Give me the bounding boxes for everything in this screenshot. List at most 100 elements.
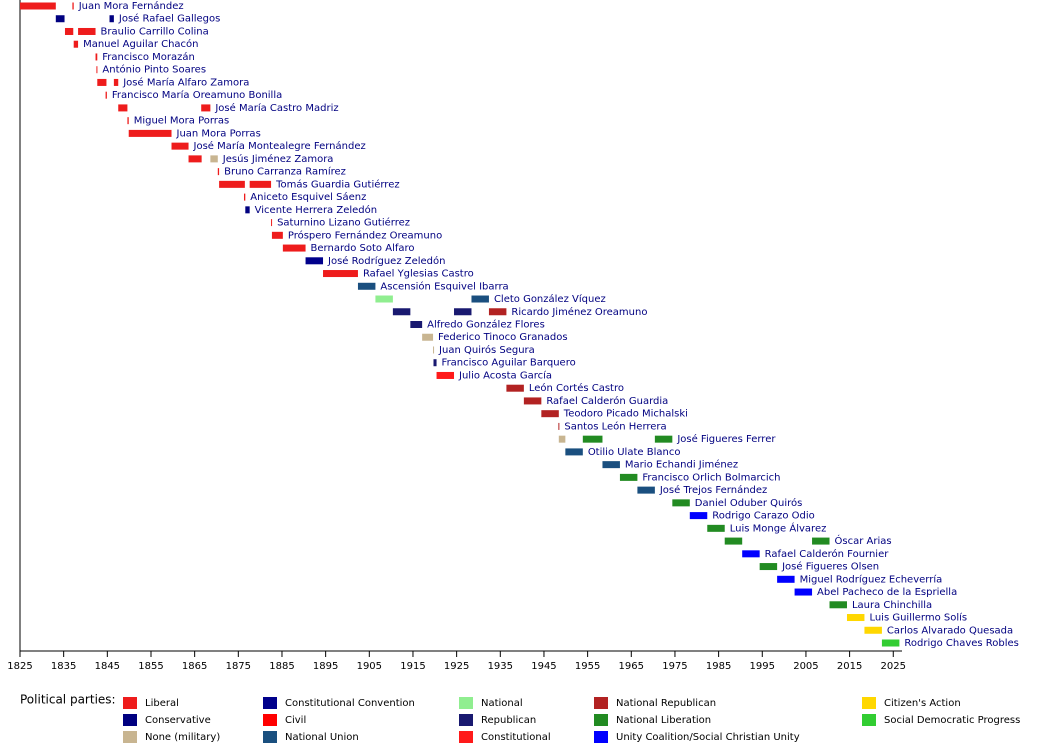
term-bar bbox=[243, 193, 246, 201]
x-tick-label: 1885 bbox=[269, 661, 294, 672]
president-name: Miguel Rodríguez Echeverría bbox=[800, 573, 943, 585]
president-name: José Trejos Fernández bbox=[659, 484, 767, 496]
legend-swatch bbox=[459, 697, 473, 709]
president-name: Julio Acosta García bbox=[458, 369, 552, 381]
term-bar bbox=[523, 397, 542, 405]
president-name: José María Alfaro Zamora bbox=[122, 76, 249, 88]
president-name: Teodoro Picado Michalski bbox=[563, 409, 688, 420]
term-bar bbox=[672, 499, 690, 507]
legend-swatch bbox=[594, 714, 608, 726]
legend-label: National Union bbox=[285, 732, 359, 743]
term-bar bbox=[128, 129, 172, 137]
term-bar bbox=[171, 142, 189, 150]
term-bar bbox=[558, 435, 566, 443]
term-bar bbox=[72, 2, 74, 10]
term-bar bbox=[637, 486, 655, 494]
term-bar bbox=[881, 639, 900, 647]
term-bar bbox=[582, 435, 603, 443]
term-bar bbox=[777, 575, 795, 583]
president-name: Rafael Calderón Fournier bbox=[765, 548, 890, 560]
president-name: Vicente Herrera Zeledón bbox=[255, 204, 377, 216]
x-tick-label: 1995 bbox=[750, 661, 775, 672]
president-name: Juan Quirós Segura bbox=[438, 344, 535, 356]
term-bar bbox=[55, 15, 65, 23]
president-name: Luis Guillermo Solís bbox=[869, 612, 967, 624]
legend-swatch bbox=[123, 714, 137, 726]
term-bar bbox=[488, 308, 507, 316]
term-bar bbox=[436, 371, 455, 379]
term-bar bbox=[794, 588, 813, 596]
president-name: Aniceto Esquivel Sáenz bbox=[250, 191, 366, 203]
term-bar bbox=[73, 40, 79, 48]
president-name: Saturnino Lizano Gutiérrez bbox=[277, 217, 410, 229]
term-bar bbox=[422, 333, 434, 341]
term-bar bbox=[20, 2, 56, 10]
president-name: Rafael Calderón Guardia bbox=[546, 395, 668, 407]
president-name: Luis Monge Álvarez bbox=[730, 521, 827, 534]
legend-label: National bbox=[481, 698, 523, 709]
president-name: Carlos Alvarado Quesada bbox=[887, 625, 1013, 636]
term-bar bbox=[471, 295, 489, 303]
legend-swatch bbox=[263, 714, 277, 726]
term-bar bbox=[541, 410, 559, 418]
x-tick-label: 1855 bbox=[138, 661, 163, 672]
term-bar bbox=[210, 155, 218, 163]
term-bar bbox=[105, 91, 107, 99]
term-bar bbox=[118, 104, 128, 112]
legend-label: Constitutional Convention bbox=[285, 698, 415, 709]
president-name: Óscar Arias bbox=[835, 534, 892, 547]
term-bar bbox=[454, 308, 472, 316]
president-name: José María Montealegre Fernández bbox=[193, 140, 366, 152]
legend-label: Liberal bbox=[145, 698, 179, 709]
president-name: Manuel Aguilar Chacón bbox=[83, 38, 198, 50]
term-bar bbox=[812, 537, 830, 545]
term-bar bbox=[188, 155, 202, 163]
legend-swatch bbox=[459, 714, 473, 726]
x-tick-label: 1905 bbox=[357, 661, 382, 672]
legend-label: Conservative bbox=[145, 715, 211, 726]
president-name: Otilio Ulate Blanco bbox=[588, 447, 681, 458]
legend-swatch bbox=[123, 697, 137, 709]
president-name: Jesús Jiménez Zamora bbox=[222, 153, 334, 165]
term-bar bbox=[245, 206, 250, 214]
legend-title: Political parties: bbox=[20, 693, 116, 707]
term-bar bbox=[619, 473, 638, 481]
president-name: Laura Chinchilla bbox=[852, 600, 932, 611]
president-name: Juan Mora Porras bbox=[176, 128, 261, 139]
x-tick-label: 2025 bbox=[881, 661, 906, 672]
x-tick-label: 1965 bbox=[619, 661, 644, 672]
president-name: José Figueres Olsen bbox=[781, 561, 879, 573]
president-name: José Rodríguez Zeledón bbox=[327, 255, 445, 267]
x-tick-label: 1985 bbox=[706, 661, 731, 672]
term-bar bbox=[689, 512, 708, 520]
term-bar bbox=[375, 295, 393, 303]
term-bar bbox=[392, 308, 411, 316]
president-name: Bernardo Soto Alfaro bbox=[311, 243, 415, 254]
term-bar bbox=[219, 180, 245, 188]
president-name: Francisco María Oreamuno Bonilla bbox=[112, 89, 282, 101]
legend-label: Unity Coalition/Social Christian Unity bbox=[616, 732, 800, 743]
president-name: José Rafael Gallegos bbox=[118, 13, 220, 25]
president-name: Miguel Mora Porras bbox=[134, 116, 230, 127]
president-name: Rafael Yglesias Castro bbox=[363, 269, 474, 280]
legend-label: Citizen's Action bbox=[884, 698, 961, 709]
term-bar bbox=[707, 524, 725, 532]
president-name: António Pinto Soares bbox=[102, 64, 206, 76]
term-bar bbox=[433, 346, 435, 354]
legend-swatch bbox=[594, 697, 608, 709]
term-bar bbox=[410, 321, 423, 328]
term-bar bbox=[97, 78, 107, 86]
president-name: Alfredo González Flores bbox=[427, 319, 545, 331]
president-name: Cleto González Víquez bbox=[494, 293, 606, 305]
president-name: Ascensión Esquivel Ibarra bbox=[380, 280, 508, 292]
legend-label: Republican bbox=[481, 715, 536, 726]
term-bar bbox=[96, 66, 98, 74]
legend-label: Constitutional bbox=[481, 732, 551, 743]
president-name: Ricardo Jiménez Oreamuno bbox=[511, 306, 647, 318]
x-tick-label: 1925 bbox=[444, 661, 469, 672]
term-bar bbox=[271, 219, 273, 227]
x-tick-label: 1915 bbox=[400, 661, 425, 672]
president-name: Juan Mora Fernández bbox=[78, 0, 184, 12]
term-bar bbox=[829, 601, 847, 609]
